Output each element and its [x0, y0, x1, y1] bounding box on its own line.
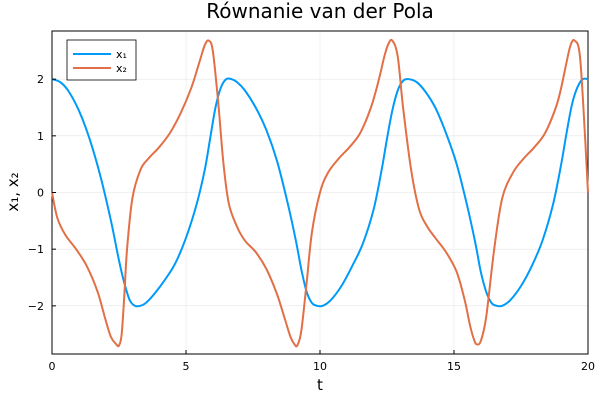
x-axis-label: t	[317, 376, 323, 394]
chart-title: Równanie van der Pola	[206, 0, 434, 23]
legend-box	[66, 39, 137, 81]
series-line-2	[51, 38, 589, 348]
y-tick-label: 2	[37, 73, 44, 86]
y-tick-label: −2	[28, 300, 44, 313]
legend: x₁ x₂	[66, 39, 137, 81]
x-tick-label: 10	[313, 360, 327, 373]
x-tick-label: 20	[581, 360, 595, 373]
x-tick-label: 5	[183, 360, 190, 373]
y-tick-label: −1	[28, 243, 44, 256]
y-axis-label: x₁, x₂	[4, 172, 22, 211]
x-tick-label: 0	[49, 360, 56, 373]
legend-label-x1: x₁	[116, 48, 127, 61]
series-line-1	[51, 77, 589, 308]
x-tick-label: 15	[447, 360, 461, 373]
y-tick-label: 1	[37, 130, 44, 143]
legend-label-x2: x₂	[116, 62, 127, 75]
series-layer	[51, 38, 589, 348]
tick-layer: 0 5 10 15 20 −2 −1 0 1 2	[28, 73, 595, 373]
y-tick-label: 0	[37, 187, 44, 200]
